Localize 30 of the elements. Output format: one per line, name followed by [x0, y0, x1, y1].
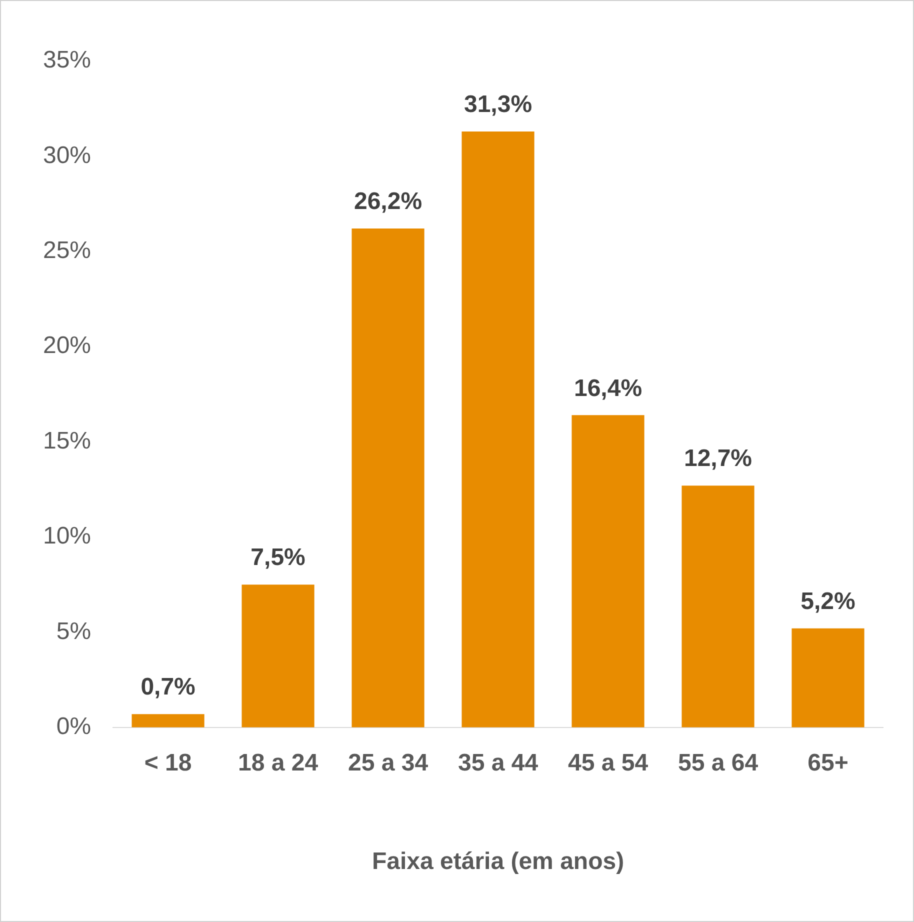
y-tick-label: 35% [42, 46, 92, 74]
x-tick-label: 35 a 44 [458, 749, 539, 776]
x-tick-label: 65+ [808, 749, 848, 776]
data-label: 16,4% [574, 374, 642, 402]
bar [682, 486, 754, 728]
bar [462, 131, 534, 728]
bar [132, 714, 204, 728]
data-label: 26,2% [354, 188, 422, 216]
data-label: 7,5% [250, 544, 306, 572]
y-tick-label: 15% [42, 427, 92, 454]
bar [792, 628, 864, 728]
x-tick-label: 25 a 34 [348, 749, 429, 776]
x-axis-title: Faixa etária (em anos) [372, 848, 624, 876]
y-tick-label: 20% [42, 332, 92, 360]
bar [572, 415, 644, 728]
data-label: 0,7% [140, 674, 196, 701]
x-tick-label: 18 a 24 [238, 749, 319, 776]
bar [242, 584, 314, 728]
y-tick-label: 5% [56, 618, 92, 645]
x-tick-label: < 18 [144, 749, 192, 776]
y-tick-label: 10% [42, 522, 92, 550]
y-tick-label: 0% [56, 713, 92, 740]
data-label: 12,7% [684, 445, 752, 472]
x-tick-label: 45 a 54 [568, 749, 649, 776]
bar [352, 228, 424, 728]
data-label: 31,3% [464, 91, 532, 118]
x-tick-label: 55 a 64 [678, 749, 759, 776]
y-tick-label: 30% [42, 142, 92, 169]
data-label: 5,2% [800, 588, 856, 616]
y-tick-label: 25% [42, 237, 92, 264]
